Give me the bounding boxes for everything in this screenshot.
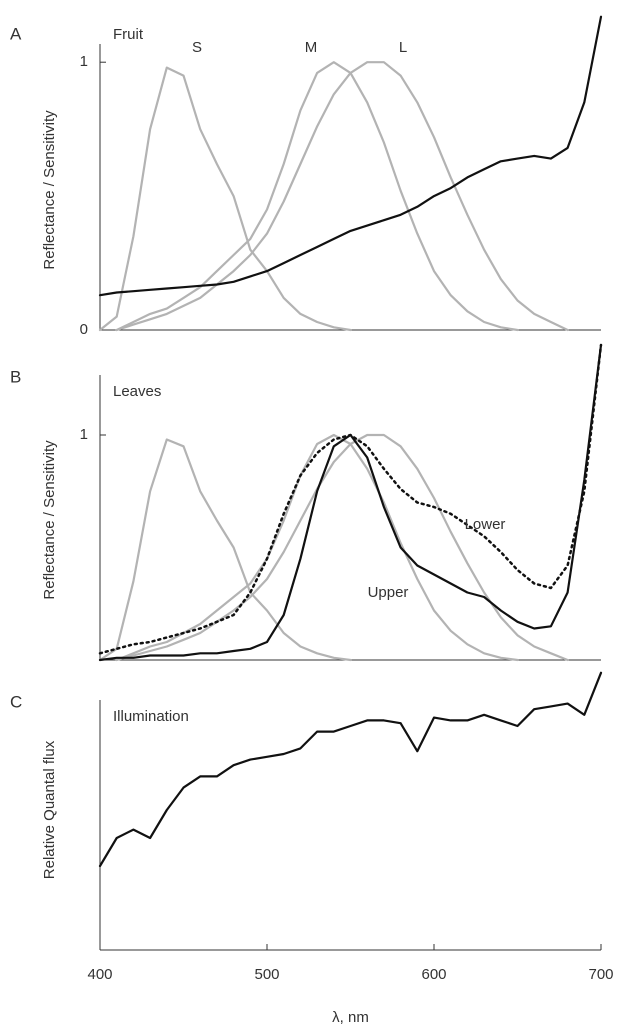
panel-letter: B xyxy=(10,367,21,386)
series-line xyxy=(115,61,569,332)
y-tick-label: 1 xyxy=(80,53,88,70)
series-label: M xyxy=(305,39,318,56)
series-label: Upper xyxy=(368,584,409,601)
series-line xyxy=(115,433,519,662)
y-axis-label: Reflectance / Sensitivity xyxy=(41,110,58,270)
y-axis-label: Relative Quantal flux xyxy=(41,740,58,879)
series-line xyxy=(115,61,519,332)
series-line xyxy=(115,433,569,662)
x-tick-label: 700 xyxy=(588,966,613,983)
panel-annotation: Leaves xyxy=(113,383,161,400)
series-line xyxy=(98,343,603,655)
panel-letter: C xyxy=(10,692,22,711)
y-tick-label: 0 xyxy=(80,321,88,338)
panel-annotation: Illumination xyxy=(113,708,189,725)
series-label: Lower xyxy=(465,516,506,533)
series-line xyxy=(98,671,603,868)
series-line xyxy=(98,66,352,332)
y-tick-label: 1 xyxy=(80,426,88,443)
series-line xyxy=(98,343,603,662)
series-line xyxy=(98,15,603,297)
x-axis-label: λ, nm xyxy=(332,1009,369,1026)
y-axis-label: Reflectance / Sensitivity xyxy=(41,440,58,600)
panel-letter: A xyxy=(10,24,22,43)
series-line xyxy=(98,438,352,662)
series-label: L xyxy=(399,39,407,56)
panel-annotation: Fruit xyxy=(113,26,144,43)
x-tick-label: 600 xyxy=(421,966,446,983)
x-tick-label: 400 xyxy=(87,966,112,983)
series-label: S xyxy=(192,39,202,56)
x-tick-label: 500 xyxy=(254,966,279,983)
